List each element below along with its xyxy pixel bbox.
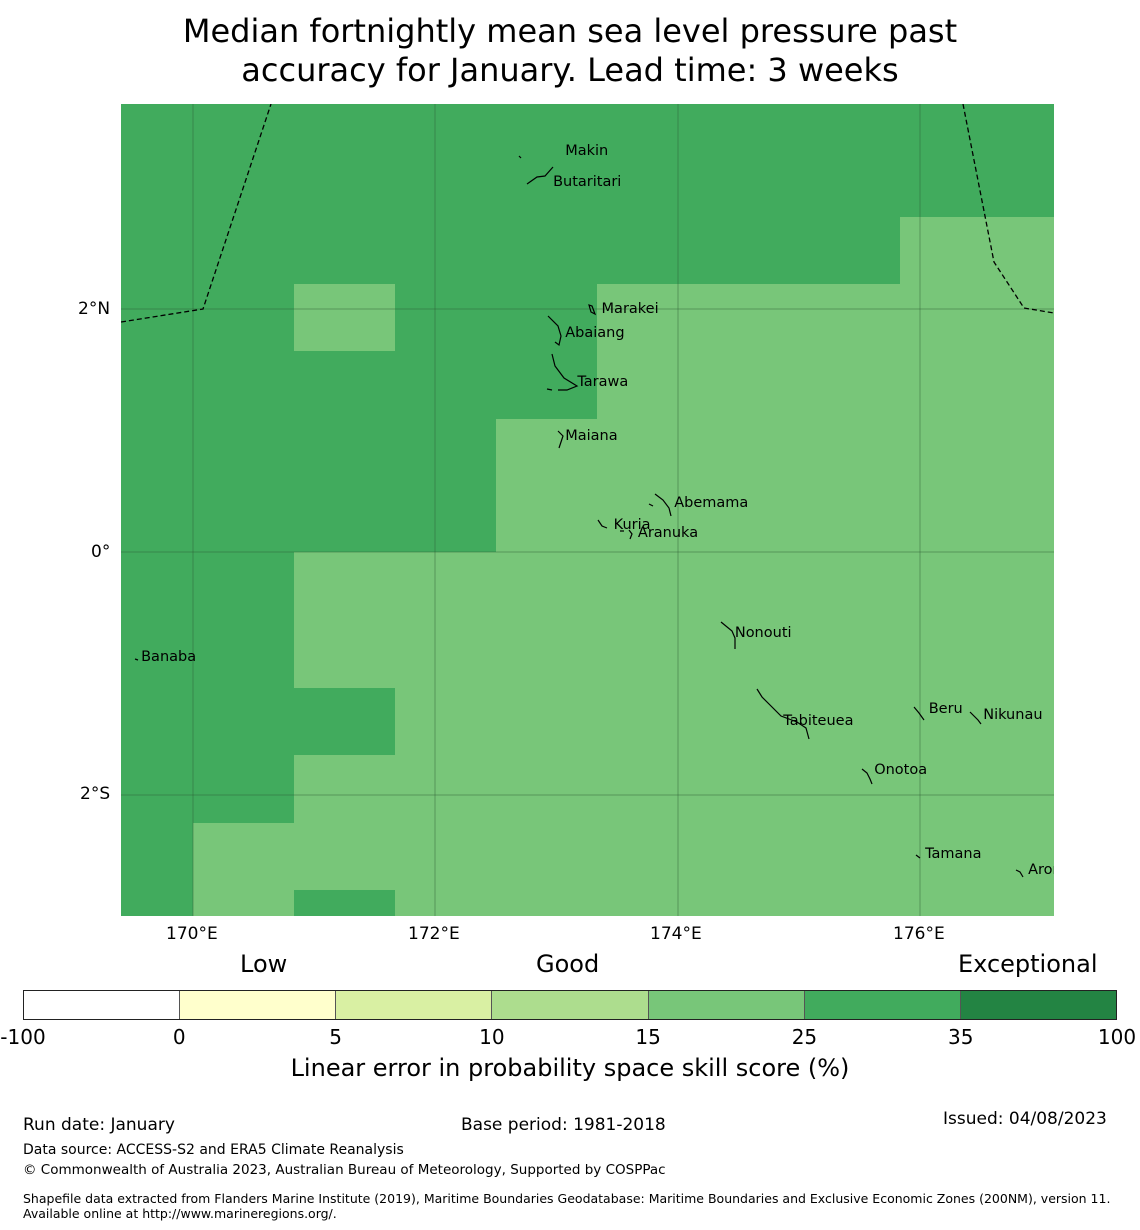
shapefile-credit: Shapefile data extracted from Flanders M… bbox=[23, 1191, 1111, 1221]
place-label-abaiang: Abaiang bbox=[565, 325, 625, 342]
colorbar-segment bbox=[804, 991, 961, 1019]
skill-cell bbox=[121, 419, 496, 552]
colorbar-label: Linear error in probability space skill … bbox=[290, 1054, 850, 1082]
issued-date: Issued: 04/08/2023 bbox=[943, 1109, 1107, 1129]
eez-boundary-east bbox=[962, 104, 1054, 314]
island-tarawa-south bbox=[546, 388, 553, 391]
eez-boundaries bbox=[121, 104, 1054, 323]
place-label-marakei: Marakei bbox=[601, 301, 659, 318]
skill-cell bbox=[121, 552, 294, 823]
island-tarawa bbox=[551, 353, 579, 391]
island-abaiang bbox=[547, 315, 562, 347]
lon-tick-label: 174°E bbox=[650, 924, 702, 944]
colorbar bbox=[23, 990, 1117, 1020]
island-marakei bbox=[588, 304, 597, 316]
skill-cell bbox=[121, 104, 900, 284]
place-label-maiana: Maiana bbox=[565, 428, 618, 445]
gridlines bbox=[121, 104, 1054, 916]
place-label-nonouti: Nonouti bbox=[734, 624, 792, 641]
colorbar-tick-label: 15 bbox=[635, 1025, 661, 1049]
island-butaritari bbox=[526, 166, 554, 185]
colorbar-tick-label: 25 bbox=[791, 1025, 818, 1049]
island-tamana bbox=[915, 854, 921, 859]
place-label-arorae: Arorae bbox=[1028, 862, 1054, 879]
island-maiana bbox=[557, 430, 564, 449]
legend-exceptional: Exceptional bbox=[958, 950, 1098, 978]
island-banaba bbox=[134, 658, 139, 661]
place-label-onotoa: Onotoa bbox=[874, 761, 928, 778]
colorbar-tick-label: -100 bbox=[0, 1025, 46, 1049]
island-arorae bbox=[1015, 869, 1024, 878]
island-aranuka bbox=[620, 529, 633, 540]
colorbar-segment bbox=[960, 991, 1116, 1019]
lon-tick-label: 170°E bbox=[166, 924, 218, 944]
place-label-aranuka: Aranuka bbox=[637, 525, 699, 542]
data-source: Data source: ACCESS-S2 and ERA5 Climate … bbox=[23, 1142, 404, 1158]
lat-tick-label: 0° bbox=[91, 542, 111, 562]
place-label-kuria: Kuria bbox=[613, 516, 651, 533]
title-line-1: Median fortnightly mean sea level pressu… bbox=[182, 12, 958, 50]
map-overlay bbox=[121, 104, 1054, 916]
place-label-abemama: Abemama bbox=[674, 494, 749, 511]
colorbar-segment bbox=[180, 991, 337, 1019]
run-date: Run date: January bbox=[23, 1115, 175, 1135]
legend-low: Low bbox=[240, 950, 288, 978]
place-label-tabiteuea: Tabiteuea bbox=[783, 713, 854, 730]
colorbar-tick-label: 0 bbox=[172, 1025, 186, 1049]
base-period: Base period: 1981-2018 bbox=[461, 1115, 666, 1135]
colorbar-tick-label: 5 bbox=[329, 1025, 342, 1049]
lon-tick-label: 176°E bbox=[893, 924, 945, 944]
skill-map: Makin Butaritari Marakei Abaiang Tarawa Maian… bbox=[121, 104, 1054, 916]
place-label-butaritari: Butaritari bbox=[553, 173, 622, 190]
place-label-banaba: Banaba bbox=[141, 648, 197, 665]
skill-cell bbox=[900, 104, 1054, 217]
island-nikunau bbox=[969, 711, 982, 725]
eez-boundary-west bbox=[121, 104, 272, 323]
island-kuria bbox=[597, 519, 608, 529]
colorbar-tick-label: 35 bbox=[947, 1025, 974, 1049]
island-outlines bbox=[134, 155, 1024, 878]
colorbar-segment bbox=[648, 991, 805, 1019]
skill-cell bbox=[294, 890, 395, 916]
place-label-tamana: Tamana bbox=[925, 846, 982, 863]
island-tabiteuea bbox=[756, 688, 810, 740]
title-line-2: accuracy for January. Lead time: 3 weeks bbox=[241, 51, 899, 89]
colorbar-segment bbox=[492, 991, 649, 1019]
skill-cell bbox=[294, 284, 395, 351]
island-beru bbox=[913, 706, 925, 721]
copyright: © Commonwealth of Australia 2023, Austra… bbox=[23, 1162, 666, 1178]
lat-tick-label: 2°S bbox=[80, 784, 111, 804]
island-makin bbox=[518, 155, 522, 159]
colorbar-tick-label: 10 bbox=[479, 1025, 505, 1049]
colorbar-tick-label: 100 bbox=[1097, 1025, 1137, 1049]
place-label-makin: Makin bbox=[565, 143, 609, 160]
place-label-tarawa: Tarawa bbox=[577, 373, 629, 390]
skill-cell bbox=[121, 823, 193, 916]
colorbar-segment bbox=[24, 991, 181, 1019]
chart-title: Median fortnightly mean sea level pressu… bbox=[0, 12, 1140, 90]
skill-cell bbox=[294, 688, 395, 755]
lon-tick-label: 172°E bbox=[408, 924, 460, 944]
place-label-beru: Beru bbox=[928, 700, 963, 717]
island-nonouti bbox=[720, 621, 736, 649]
island-abemama bbox=[654, 493, 672, 517]
colorbar-segment bbox=[336, 991, 493, 1019]
island-abemama-w bbox=[648, 503, 654, 507]
lat-tick-label: 2°N bbox=[78, 299, 111, 319]
island-onotoa bbox=[861, 768, 873, 785]
legend-good: Good bbox=[536, 950, 600, 978]
place-label-nikunau: Nikunau bbox=[983, 707, 1043, 724]
